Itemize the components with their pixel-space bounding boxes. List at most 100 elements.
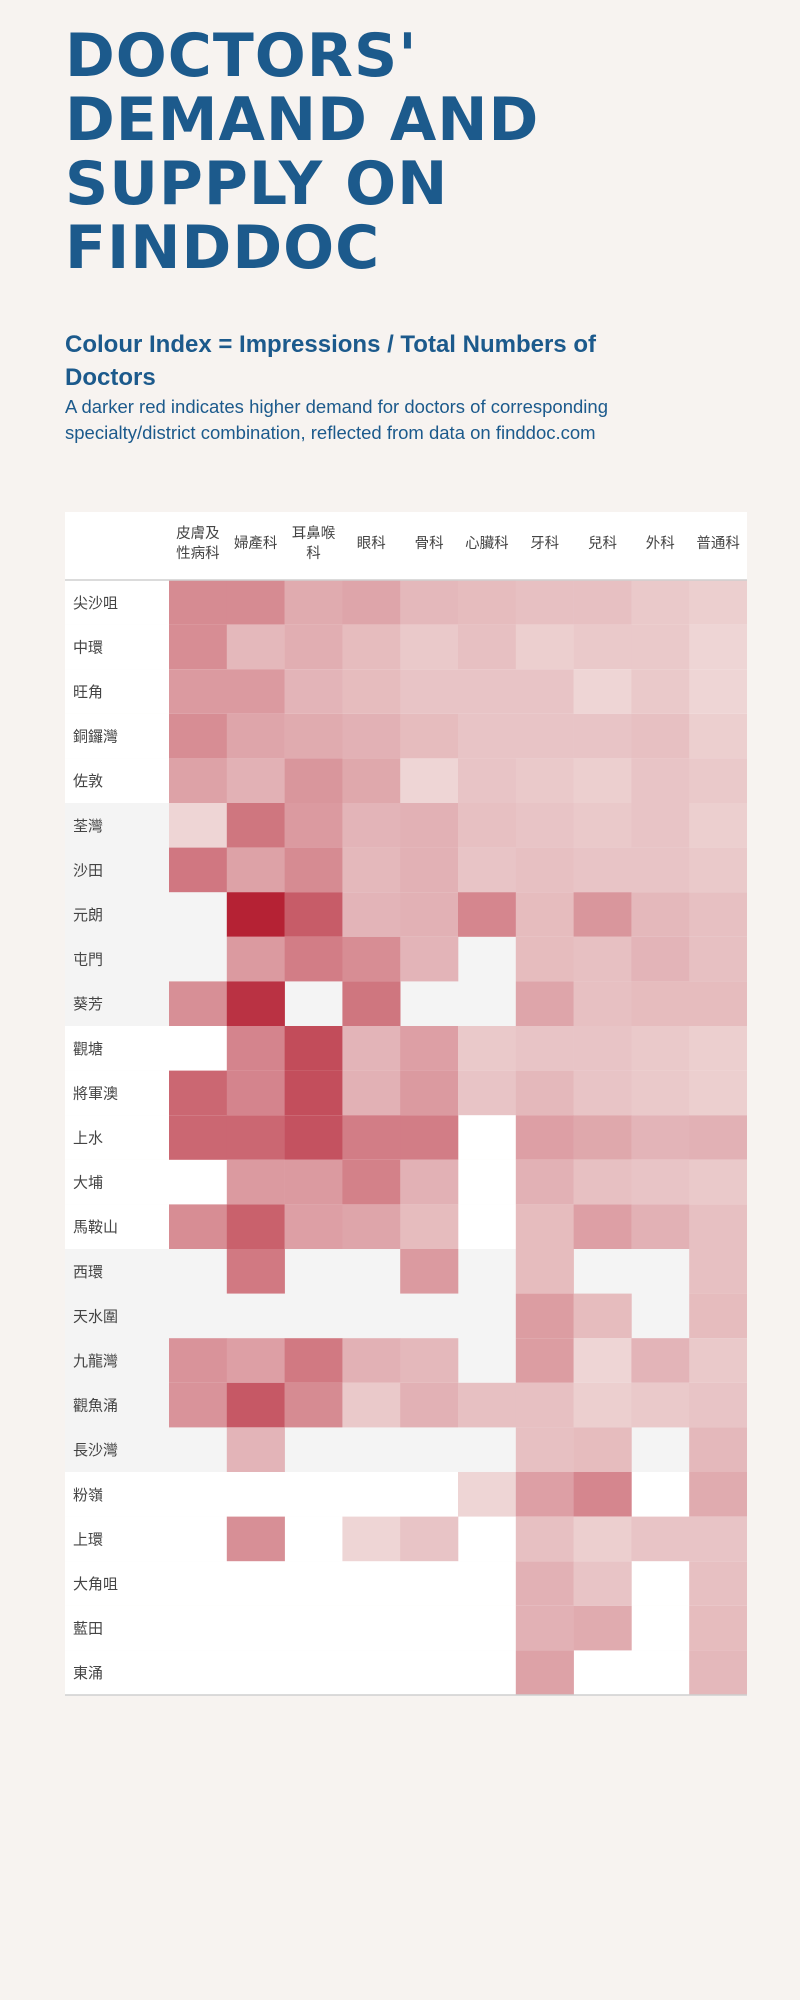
heatmap-cell xyxy=(285,580,343,625)
heatmap-cell xyxy=(631,892,689,937)
heatmap-cell xyxy=(574,1071,632,1116)
heatmap-cell xyxy=(516,625,574,670)
row-band xyxy=(65,1606,747,1651)
row-band xyxy=(65,1561,747,1606)
heatmap-cell xyxy=(342,892,400,937)
heatmap-cell xyxy=(689,1383,747,1428)
heatmap-cell xyxy=(169,803,227,848)
column-header: 兒科 xyxy=(588,535,617,552)
heatmap-cell xyxy=(400,937,458,982)
row-label: 粉嶺 xyxy=(73,1486,103,1504)
heatmap-cell xyxy=(285,669,343,714)
column-header: 牙科 xyxy=(530,535,559,552)
heatmap-cell xyxy=(400,1071,458,1116)
column-header: 骨科 xyxy=(415,535,444,552)
heatmap-cell xyxy=(169,1383,227,1428)
column-header: 普通科 xyxy=(696,535,740,552)
heatmap-cell xyxy=(689,848,747,893)
heatmap-cell xyxy=(400,1249,458,1294)
heatmap-cell xyxy=(689,1561,747,1606)
heatmap-cell xyxy=(285,625,343,670)
heatmap-cell xyxy=(689,1160,747,1205)
heatmap-cell xyxy=(285,714,343,759)
heatmap-cell xyxy=(227,937,285,982)
heatmap-cell xyxy=(342,1338,400,1383)
heatmap-cell xyxy=(516,1472,574,1517)
row-label: 佐敦 xyxy=(73,772,103,790)
heatmap-cell xyxy=(574,1517,632,1562)
heatmap-cell xyxy=(169,1338,227,1383)
row-label: 中環 xyxy=(73,638,103,656)
heatmap-cell xyxy=(227,892,285,937)
column-header: 婦產科 xyxy=(234,535,278,552)
heatmap-cell xyxy=(516,1338,574,1383)
page-title: DOCTORS' DEMAND AND SUPPLY ON FINDDOC xyxy=(65,24,625,280)
heatmap-cell xyxy=(516,892,574,937)
heatmap-cell xyxy=(342,803,400,848)
heatmap-cell xyxy=(516,1383,574,1428)
heatmap-cell xyxy=(689,625,747,670)
heatmap-cell xyxy=(227,1383,285,1428)
heatmap-cell xyxy=(342,714,400,759)
heatmap-cell xyxy=(227,981,285,1026)
heatmap-cell xyxy=(169,848,227,893)
row-band xyxy=(65,1427,747,1472)
heatmap-cell xyxy=(285,1383,343,1428)
heatmap-cell xyxy=(689,937,747,982)
heatmap-cell xyxy=(631,580,689,625)
heatmap-cell xyxy=(342,1517,400,1562)
heatmap-cell xyxy=(400,1338,458,1383)
heatmap-cell xyxy=(689,1249,747,1294)
column-header: 心臟科 xyxy=(465,535,509,552)
heatmap-cell xyxy=(574,937,632,982)
row-label: 沙田 xyxy=(73,861,103,879)
heatmap-cell xyxy=(631,1071,689,1116)
heatmap-cell xyxy=(400,1517,458,1562)
heatmap-cell xyxy=(574,803,632,848)
heatmap-cell xyxy=(285,892,343,937)
heatmap-cell xyxy=(631,1517,689,1562)
row-band xyxy=(65,1294,747,1339)
row-label: 藍田 xyxy=(73,1620,103,1638)
heatmap-cell xyxy=(631,625,689,670)
heatmap-cell xyxy=(227,1249,285,1294)
heatmap-cell xyxy=(574,1383,632,1428)
heatmap-cell xyxy=(400,848,458,893)
heatmap-cell xyxy=(689,1427,747,1472)
heatmap-cell xyxy=(631,714,689,759)
heatmap-cell xyxy=(631,937,689,982)
heatmap-cell xyxy=(285,937,343,982)
heatmap-cell xyxy=(400,714,458,759)
heatmap-cell xyxy=(342,758,400,803)
heatmap-cell xyxy=(342,580,400,625)
heatmap-cell xyxy=(227,669,285,714)
heatmap-cell xyxy=(227,1517,285,1562)
heatmap-cell xyxy=(516,1071,574,1116)
heatmap-cell xyxy=(631,1160,689,1205)
heatmap-cell xyxy=(169,714,227,759)
heatmap-cell xyxy=(516,758,574,803)
heatmap-cell xyxy=(285,1071,343,1116)
row-label: 上環 xyxy=(73,1530,103,1548)
heatmap-cell xyxy=(631,803,689,848)
heatmap-cell xyxy=(631,1115,689,1160)
heatmap-header xyxy=(65,512,747,580)
heatmap-cell xyxy=(169,625,227,670)
heatmap-cell xyxy=(227,1427,285,1472)
heatmap-cell xyxy=(516,1606,574,1651)
heatmap-cell xyxy=(574,625,632,670)
heatmap-cell xyxy=(169,1115,227,1160)
row-label: 西環 xyxy=(73,1263,103,1281)
heatmap-cell xyxy=(342,1026,400,1071)
heatmap-cell xyxy=(458,848,516,893)
heatmap-cell xyxy=(574,1427,632,1472)
heatmap-cell xyxy=(574,714,632,759)
heatmap-cell xyxy=(516,1026,574,1071)
heatmap-cell xyxy=(689,981,747,1026)
heatmap-cell xyxy=(516,580,574,625)
heatmap-cell xyxy=(516,1160,574,1205)
heatmap-cell xyxy=(285,803,343,848)
heatmap-cell xyxy=(227,625,285,670)
heatmap-cell xyxy=(574,1561,632,1606)
heatmap-cell xyxy=(285,1115,343,1160)
